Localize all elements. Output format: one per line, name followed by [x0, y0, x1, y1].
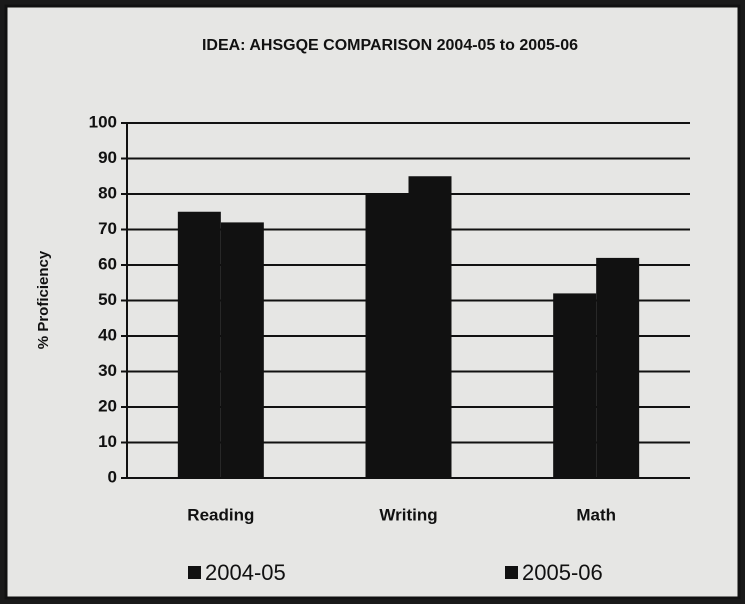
bar [220, 222, 264, 478]
legend-swatch [505, 566, 518, 579]
y-tick-label: 30 [98, 361, 117, 380]
y-tick-label: 50 [98, 290, 117, 309]
y-tick-label: 0 [108, 467, 117, 486]
bar [553, 293, 597, 478]
y-tick-label: 60 [98, 254, 117, 273]
y-tick-label: 40 [98, 325, 117, 344]
bar [596, 257, 640, 478]
y-tick-label: 80 [98, 183, 117, 202]
chart-title: IDEA: AHSGQE COMPARISON 2004-05 to 2005-… [202, 37, 578, 54]
y-tick-label: 100 [89, 112, 117, 131]
bar [365, 194, 409, 478]
y-tick-label: 90 [98, 148, 117, 167]
y-axis-label: % Proficiency [35, 250, 52, 349]
bar [177, 211, 221, 478]
y-tick-label: 10 [98, 432, 117, 451]
y-tick-label: 70 [98, 219, 117, 238]
legend-label: 2005-06 [522, 560, 603, 585]
legend-label: 2004-05 [205, 560, 286, 585]
x-tick-label: Math [576, 505, 616, 524]
legend-swatch [188, 566, 201, 579]
bar [408, 176, 452, 478]
x-tick-label: Writing [379, 505, 437, 524]
x-tick-label: Reading [187, 505, 254, 524]
y-tick-label: 20 [98, 396, 117, 415]
